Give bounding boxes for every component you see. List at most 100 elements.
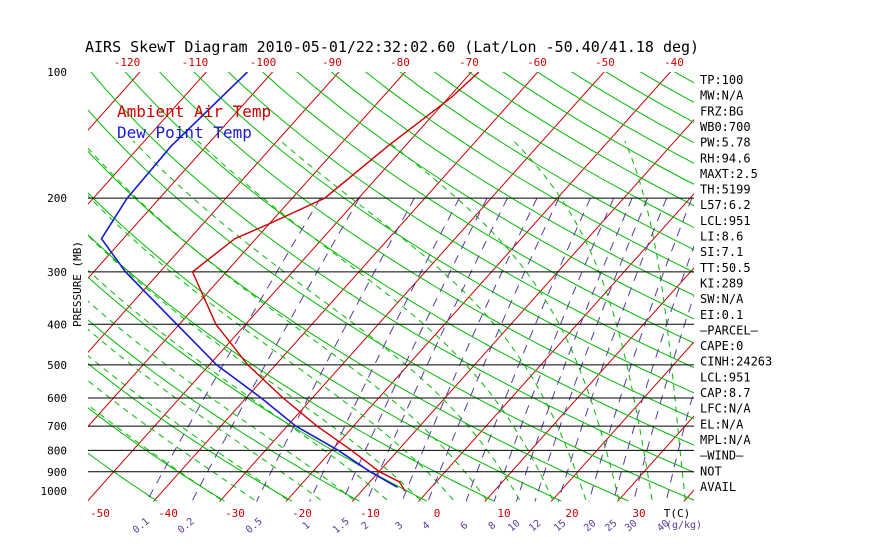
bottom-temp-tick-label: -50 xyxy=(90,507,110,520)
top-temp-tick-label: -60 xyxy=(527,56,547,69)
dew-point-temp-line xyxy=(100,72,398,488)
mixing-ratio-tick-label: 0.5 xyxy=(244,516,265,536)
bottom-temp-tick-label: -20 xyxy=(292,507,312,520)
mixing-ratio-line xyxy=(465,197,591,502)
mixing-ratio-tick-label: 2 xyxy=(360,520,372,532)
isotherm-line xyxy=(351,118,694,502)
bottom-temp-tick-label: 30 xyxy=(632,507,645,520)
y-axis-label: PRESSURE (MB) xyxy=(71,241,84,327)
bottom-temp-tick-label: -10 xyxy=(360,507,380,520)
index-entry: —WIND— xyxy=(700,449,744,463)
top-temp-tick-label: -80 xyxy=(390,56,410,69)
top-temp-tick-label: -50 xyxy=(595,56,615,69)
top-temp-tick-label: -90 xyxy=(322,56,342,69)
pressure-tick-label: 400 xyxy=(47,318,67,331)
bottom-temp-tick-label: -30 xyxy=(225,507,245,520)
mixing-ratio-line xyxy=(633,294,694,502)
index-entry: LFC:N/A xyxy=(700,402,751,416)
series-layer xyxy=(100,72,480,492)
dry-adiabat-line xyxy=(159,72,694,420)
mixing-ratio-tick-label: 3 xyxy=(394,520,406,532)
index-entry: EL:N/A xyxy=(700,417,744,431)
index-entry: CAPE:0 xyxy=(700,339,743,353)
legend-ambient-air-temp: Ambient Air Temp xyxy=(117,102,271,121)
top-temp-tick-label: -120 xyxy=(114,56,141,69)
mixing-ratio-unit-label: (g/kg) xyxy=(666,520,702,531)
dry-adiabat-line xyxy=(88,452,158,502)
top-temp-tick-label: -110 xyxy=(182,56,209,69)
dry-adiabat-line xyxy=(399,72,694,251)
pressure-tick-label: 600 xyxy=(47,392,67,405)
mixing-ratio-line xyxy=(557,197,668,502)
bottom-temp-tick-label: 0 xyxy=(434,507,441,520)
dry-adiabat-line xyxy=(124,72,694,446)
mixing-ratio-line xyxy=(493,197,615,502)
isotherm-line xyxy=(0,49,28,502)
isotherm-line xyxy=(88,72,274,279)
mixing-ratio-line xyxy=(366,197,508,502)
moist-adiabat-line xyxy=(197,140,554,501)
pressure-tick-label: 500 xyxy=(47,359,67,372)
pressure-tick-label: 700 xyxy=(47,420,67,433)
index-entry: SW:N/A xyxy=(700,292,744,306)
mixing-ratio-tick-label: 6 xyxy=(459,520,471,532)
isotherm-line xyxy=(88,72,141,131)
mixing-ratio-tick-label: 1.5 xyxy=(331,516,352,536)
index-entry: KI:289 xyxy=(700,276,743,290)
pressure-tick-label: 200 xyxy=(47,192,67,205)
isotherm-line xyxy=(418,192,694,502)
mixing-ratio-line xyxy=(534,197,648,502)
isotherm-line xyxy=(88,72,340,354)
index-entry: MPL:N/A xyxy=(700,433,751,447)
mixing-ratio-line xyxy=(612,244,694,502)
chart-title: AIRS SkewT Diagram 2010-05-01/22:32:02.6… xyxy=(85,38,699,56)
mixing-ratio-line xyxy=(401,197,538,502)
dry-adiabat-line xyxy=(88,234,495,502)
mixing-ratio-line xyxy=(665,389,694,502)
bottom-temp-tick-label: 10 xyxy=(497,507,510,520)
mixing-ratio-tick-label: 30 xyxy=(623,518,639,534)
pressure-tick-label: 800 xyxy=(47,444,67,457)
moist-adiabat-line xyxy=(280,140,587,501)
bottom-temp-tick-label: -40 xyxy=(158,507,178,520)
index-entry: EI:0.1 xyxy=(700,308,743,322)
index-entry: MW:N/A xyxy=(700,89,744,103)
moist-adiabat-line xyxy=(88,380,255,501)
index-entry: WB0:700 xyxy=(700,120,751,134)
top-temp-tick-label: -70 xyxy=(459,56,479,69)
index-entry: CINH:24263 xyxy=(700,355,772,369)
index-entry: SI:7.1 xyxy=(700,245,743,259)
index-entry: TT:50.5 xyxy=(700,261,751,275)
index-entry: LCL:951 xyxy=(700,370,751,384)
index-entry: RH:94.6 xyxy=(700,151,751,165)
isotherm-line xyxy=(750,49,870,502)
mixing-ratio-tick-label: 4 xyxy=(421,520,433,532)
mixing-ratio-tick-label: 0.2 xyxy=(176,516,197,536)
index-entry: FRZ:BG xyxy=(700,104,743,118)
top-temp-tick-label: -100 xyxy=(250,56,277,69)
mixing-ratio-line xyxy=(256,197,415,502)
index-entry: L57:6.2 xyxy=(700,198,751,212)
dry-adiabat-line xyxy=(88,362,293,502)
index-entry: AVAIL xyxy=(700,480,736,494)
mixing-ratio-tick-label: 25 xyxy=(603,518,619,534)
bottom-temp-tick-label: 20 xyxy=(565,507,578,520)
index-entry: —PARCEL— xyxy=(700,323,759,337)
mixing-ratio-line xyxy=(309,197,460,502)
isotherm-line xyxy=(484,267,694,502)
dry-adiabat-line xyxy=(789,42,870,501)
pressure-tick-label: 100 xyxy=(47,66,67,79)
mixing-ratio-line xyxy=(427,197,560,502)
mixing-ratio-tick-label: 12 xyxy=(527,518,543,534)
mixing-ratio-tick-label: 8 xyxy=(487,520,499,532)
mixing-ratio-tick-label: 15 xyxy=(552,518,568,534)
isotherm-line xyxy=(816,49,870,502)
mixing-ratio-line xyxy=(588,197,693,502)
dry-adiabat-line xyxy=(88,407,225,502)
pressure-tick-label: 900 xyxy=(47,466,67,479)
index-entry: CAP:8.7 xyxy=(700,386,751,400)
index-entry: LCL:951 xyxy=(700,214,751,228)
index-entry: PW:5.78 xyxy=(700,136,751,150)
dry-adiabat-line xyxy=(88,319,360,502)
